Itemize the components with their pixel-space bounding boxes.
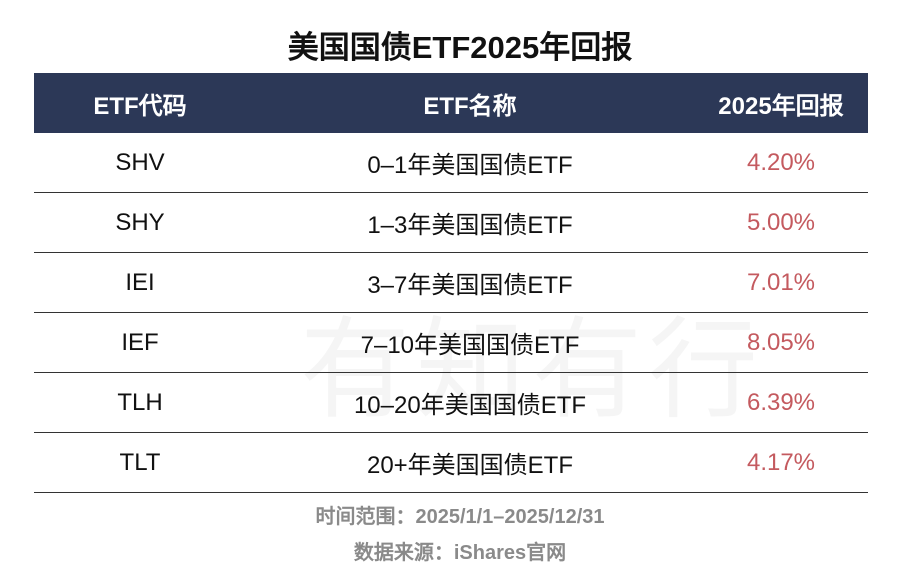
title: 美国国债ETF2025年回报 — [287, 30, 633, 65]
cell: 7–10年美国国债ETF — [360, 332, 580, 359]
cell: 7.01% — [746, 268, 816, 296]
header-cell: 2025年回报 — [718, 92, 844, 120]
cell: 4.20% — [746, 148, 816, 176]
cell: 10–20年美国国债ETF — [353, 392, 587, 419]
table: ETF代码 ETF名称 2025年回报 SHV 0–1年美国国债ETF 4.20% SHY 1… — [34, 73, 868, 493]
cell: 6.39% — [746, 388, 816, 416]
header-cell: ETF代码 — [93, 92, 187, 120]
table-row: SHY 1–3年美国国债ETF 5.00% — [34, 193, 868, 253]
footer-source: 数据来源：iShares官网 — [353, 542, 567, 564]
cell: 1–3年美国国债ETF — [367, 212, 573, 239]
cell: 0–1年美国国债ETF — [367, 152, 573, 179]
cell: IEI — [125, 268, 155, 296]
cell: SHY — [115, 208, 165, 236]
cell: IEF — [121, 328, 159, 356]
footer-range: 时间范围：2025/1/1–2025/12/31 — [315, 506, 605, 528]
table-row: TLT 20+年美国国债ETF 4.17% — [34, 433, 868, 493]
table-row: TLH 10–20年美国国债ETF 6.39% — [34, 373, 868, 433]
cell: TLH — [117, 388, 163, 416]
header-row: ETF代码 ETF名称 2025年回报 — [34, 73, 868, 133]
cell: 5.00% — [746, 208, 816, 236]
cell: 3–7年美国国债ETF — [367, 272, 573, 299]
table-row: IEF 7–10年美国国债ETF 8.05% — [34, 313, 868, 373]
cell: 8.05% — [746, 328, 816, 356]
cell: TLT — [119, 448, 161, 476]
table-row: IEI 3–7年美国国债ETF 7.01% — [34, 253, 868, 313]
header-cell: ETF名称 — [423, 92, 517, 120]
cell: 20+年美国国债ETF — [366, 452, 574, 479]
cell: SHV — [115, 148, 165, 176]
table-row: SHV 0–1年美国国债ETF 4.20% — [34, 133, 868, 193]
cell: 4.17% — [746, 448, 816, 476]
